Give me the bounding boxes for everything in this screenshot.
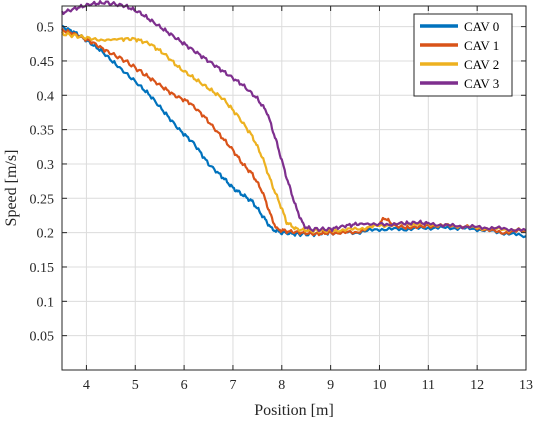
y-axis-label: Speed [m/s]	[3, 150, 20, 227]
series-line-cav-3	[61, 0, 527, 233]
legend: CAV 0 CAV 1 CAV 2 CAV 3	[413, 13, 513, 97]
x-tick-label: 10	[372, 378, 386, 393]
y-tick-label: 0.35	[30, 124, 55, 139]
legend-label: CAV 0	[464, 19, 499, 34]
y-tick-label: 0.3	[37, 158, 55, 173]
y-tick-label: 0.25	[30, 192, 55, 207]
x-axis-label: Position [m]	[254, 402, 334, 419]
y-tick-label: 0.15	[30, 261, 55, 276]
x-tick-label: 12	[470, 378, 484, 393]
x-tick-label: 8	[278, 378, 285, 393]
x-tick-label: 9	[327, 378, 334, 393]
series-line-cav-1	[61, 27, 527, 237]
legend-label: CAV 3	[464, 76, 499, 91]
series-layer	[61, 0, 527, 239]
x-tick-label: 13	[519, 378, 533, 393]
legend-label: CAV 1	[464, 38, 499, 53]
x-tick-label: 5	[132, 378, 139, 393]
series-line-cav-0	[61, 24, 527, 239]
x-tick-label: 11	[422, 378, 435, 393]
x-tick-label: 7	[229, 378, 236, 393]
y-tick-label: 0.2	[37, 227, 55, 242]
series-line-cav-2	[61, 31, 527, 234]
y-tick-label: 0.5	[37, 21, 55, 36]
plot-frame	[61, 5, 527, 371]
y-tick-label: 0.4	[37, 89, 55, 104]
axis-ticks: 4 5 6 7 8 9 10 11 12 13 0.05 0.1 0.15 0.2 0.25 0.3 0.35 0…	[30, 6, 533, 393]
x-tick-label: 4	[83, 378, 90, 393]
legend-label: CAV 2	[464, 57, 499, 72]
x-tick-label: 6	[181, 378, 188, 393]
y-tick-label: 0.05	[30, 330, 55, 345]
y-tick-label: 0.45	[30, 55, 55, 70]
y-tick-label: 0.1	[37, 295, 55, 310]
